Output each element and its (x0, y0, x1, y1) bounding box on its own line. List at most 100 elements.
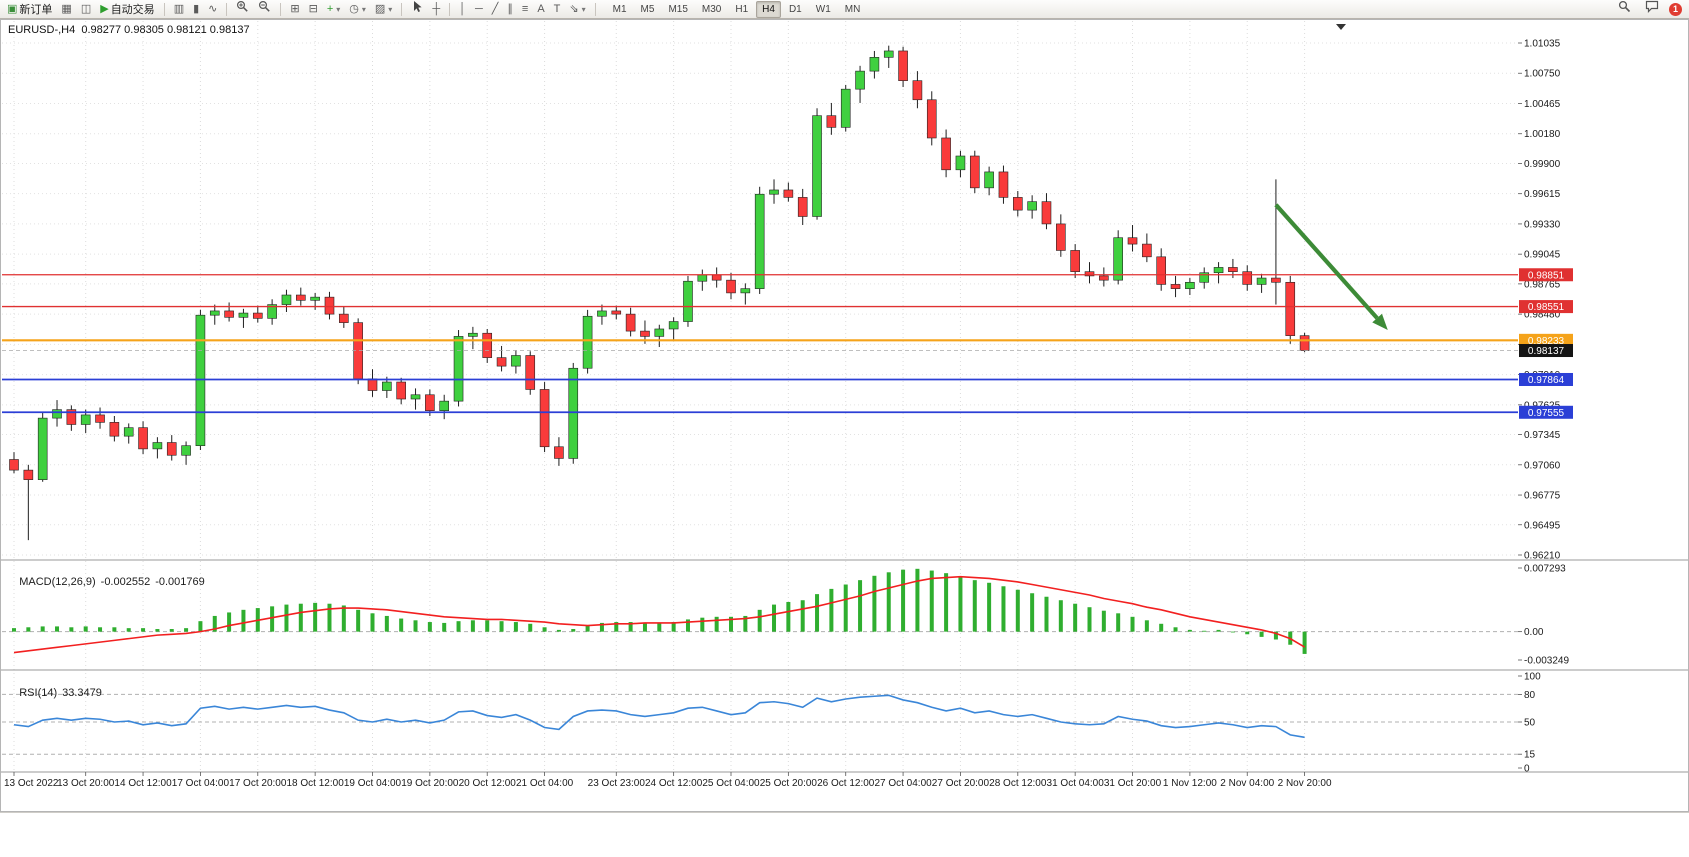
candlestick-chart-button[interactable]: ▮ (189, 0, 203, 18)
macd-histogram-bar (929, 570, 934, 632)
candlestick (683, 280, 693, 322)
price-tag-box (1519, 300, 1573, 314)
candlestick (453, 336, 464, 402)
profiles-button[interactable]: ◫ (77, 0, 95, 18)
chart-canvas[interactable]: 0.007293 0.00 -0.003249 100 80 50 15 0 1.01035 1.… (0, 19, 1689, 812)
shapes-button[interactable]: ⇘ ▾ (565, 0, 589, 18)
macd-histogram-bar (915, 568, 920, 632)
price-tag: 0.98851 (1519, 268, 1573, 282)
search-button[interactable] (1614, 0, 1635, 18)
rsi-axis-label: 50 (1524, 718, 1536, 729)
crosshair-button[interactable]: ┼ (428, 0, 444, 18)
rsi-pane-label: RSI(14) 33.3479 (7, 675, 107, 711)
candlestick (797, 197, 808, 217)
candlestick (1285, 281, 1296, 336)
macd-histogram-bar (55, 626, 60, 632)
price-tag: 0.98551 (1519, 300, 1573, 314)
price-tag-box (1519, 268, 1573, 282)
macd-histogram-bar (198, 621, 203, 632)
chevron-down-icon: ▾ (361, 4, 366, 14)
chat-button[interactable] (1641, 0, 1663, 18)
macd-histogram-bar (169, 629, 174, 632)
autotrading-button[interactable]: ▶ 自动交易 (96, 0, 158, 18)
timeframe-mn[interactable]: MN (844, 3, 861, 15)
autotrade-play-icon: ▶ (100, 3, 109, 15)
trend-arrow-annotation[interactable] (1274, 203, 1388, 331)
charts-button[interactable]: ▦ (57, 0, 75, 18)
candlestick (1271, 277, 1281, 283)
bar-chart-button[interactable]: ▥ (170, 0, 188, 18)
templates-button[interactable]: ▨ ▾ (371, 0, 396, 18)
macd-histogram-bar (69, 627, 74, 632)
fibonacci-button[interactable]: ≡ (518, 0, 532, 18)
macd-histogram-bar (944, 573, 949, 632)
macd-histogram-bar (1001, 586, 1006, 632)
candlestick (1213, 267, 1224, 274)
macd-histogram-bar (872, 575, 877, 632)
candlestick (425, 394, 435, 411)
time-axis-label: 31 Oct 04:00 (1047, 778, 1105, 789)
timeframe-d1[interactable]: D1 (788, 3, 802, 15)
timeframe-w1[interactable]: W1 (815, 3, 831, 15)
text-button[interactable]: A (533, 0, 548, 18)
candlestick (597, 310, 607, 317)
macd-histogram-bar (1302, 631, 1307, 654)
price-tag-value: 0.98137 (1528, 346, 1565, 357)
candlestick (726, 279, 736, 294)
candlestick (267, 304, 277, 319)
tile-windows-button[interactable]: ⊞ (286, 0, 303, 18)
price-axis-label: 0.99900 (1524, 159, 1561, 170)
clock-icon: ◷ (349, 3, 359, 15)
timeframe-m15[interactable]: M15 (668, 3, 688, 15)
timeframe-m1[interactable]: M1 (612, 3, 627, 15)
timeframe-m5[interactable]: M5 (640, 3, 655, 15)
horizontal-line-button[interactable]: ─ (471, 0, 487, 18)
candlestick (740, 288, 751, 294)
rsi-line (13, 694, 1305, 739)
candlestick (826, 115, 837, 128)
timeframe-h4[interactable]: H4 (756, 0, 781, 18)
candlestick (1099, 275, 1109, 281)
candlestick (1156, 256, 1166, 285)
indicators-button[interactable]: + ▾ (323, 0, 344, 18)
candlestick (984, 171, 994, 189)
timeframe-h1[interactable]: H1 (735, 3, 749, 15)
macd-histogram-bar (83, 626, 88, 632)
arrange-windows-button[interactable]: ⊟ (305, 0, 322, 18)
vertical-line-button[interactable]: │ (455, 0, 470, 18)
macd-indicator-name: MACD(12,26,9) (19, 576, 96, 588)
chart-shift-marker-icon[interactable] (1336, 24, 1346, 30)
trendline-button[interactable]: ╱ (488, 0, 503, 18)
macd-histogram-bar (743, 615, 748, 632)
text-label-icon: T (553, 3, 561, 15)
macd-signal-line (13, 575, 1306, 654)
macd-histogram-bar (442, 622, 447, 632)
notifications-badge[interactable]: 1 (1669, 2, 1682, 16)
macd-histogram-bar (700, 617, 705, 632)
channel-button[interactable]: ∥ (503, 0, 517, 18)
timeframe-m30[interactable]: M30 (701, 3, 722, 15)
text-label-button[interactable]: T (550, 0, 565, 18)
zoom-out-icon (258, 0, 271, 18)
zoom-in-button[interactable] (232, 0, 253, 18)
macd-histogram-bar (542, 627, 547, 632)
zoom-out-button[interactable] (254, 0, 275, 18)
macd-histogram-bar (126, 628, 131, 632)
line-chart-icon: ∿ (208, 3, 218, 15)
macd-histogram-bar (958, 576, 963, 632)
macd-histogram-bar (628, 622, 633, 632)
candlestick (926, 99, 937, 139)
zoom-in-icon (236, 0, 249, 18)
new-order-button[interactable]: ▣ 新订单 (3, 0, 56, 18)
price-tag-box (1519, 344, 1573, 358)
price-axis-label: 0.99615 (1524, 189, 1561, 200)
macd-histogram-bar (241, 609, 246, 632)
cursor-button[interactable] (407, 0, 427, 18)
line-chart-button[interactable]: ∿ (204, 0, 221, 18)
text-icon: A (537, 3, 545, 15)
macd-histogram-bar (829, 588, 834, 632)
macd-histogram-bar (413, 620, 418, 632)
periods-button[interactable]: ◷ ▾ (345, 0, 370, 18)
candlestick (912, 80, 923, 101)
